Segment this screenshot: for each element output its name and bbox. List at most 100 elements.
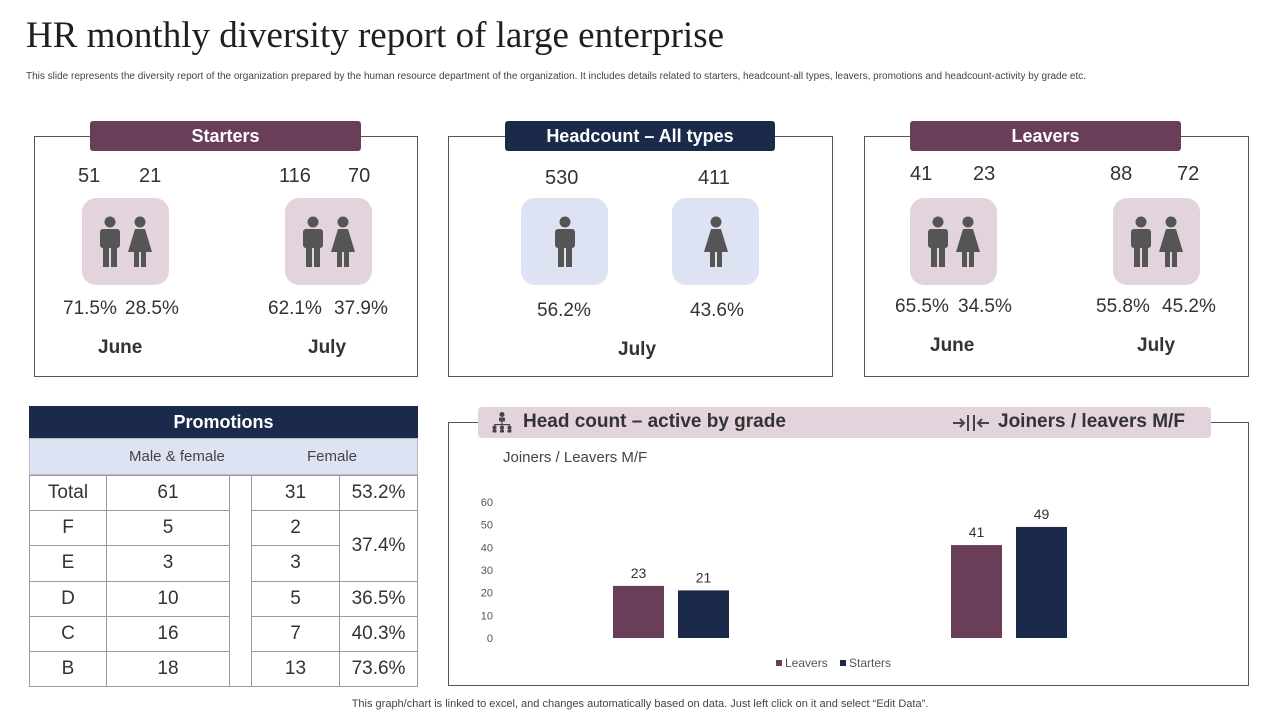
leavers-july-gender-icons xyxy=(1113,198,1200,285)
headcount-male-pct: 56.2% xyxy=(537,300,591,321)
legend-label-starters: Starters xyxy=(849,656,891,670)
page-title: HR monthly diversity report of large ent… xyxy=(26,15,725,56)
y-tick-label: 30 xyxy=(481,565,493,577)
leavers-july-male-pct: 55.8% xyxy=(1096,296,1150,317)
leavers-july-female-count: 72 xyxy=(1177,163,1200,185)
promo-female-cell: 13 xyxy=(251,651,340,688)
chart-header: Head count – active by grade Joiners / l… xyxy=(478,407,1211,438)
leavers-header: Leavers xyxy=(910,121,1181,151)
promo-grade-cell: D xyxy=(29,580,107,617)
male-icon xyxy=(928,216,948,267)
starters-june-male-count: 51 xyxy=(78,165,101,187)
starters-july-male-count: 116 xyxy=(279,165,311,187)
female-icon xyxy=(331,216,355,267)
promo-grade-cell: F xyxy=(29,510,107,547)
legend-swatch-starters xyxy=(840,660,846,666)
headcount-female-count: 411 xyxy=(698,167,730,189)
promo-pct-cell: 73.6% xyxy=(339,651,418,688)
chart-header-left-label: Head count – active by grade xyxy=(523,411,786,432)
starters-july-female-count: 70 xyxy=(348,165,371,187)
promo-grade-cell: B xyxy=(29,651,107,688)
headcount-male-count: 530 xyxy=(545,167,579,189)
y-tick-label: 10 xyxy=(481,610,493,622)
y-tick-label: 0 xyxy=(487,633,493,645)
collapse-arrows-icon xyxy=(953,415,989,431)
starters-july-gender-icons xyxy=(285,198,372,285)
headcount-female-icon-box xyxy=(672,198,759,285)
bar-data-label: 41 xyxy=(969,524,985,540)
bar-leavers[interactable] xyxy=(951,545,1002,638)
leavers-july-male-count: 88 xyxy=(1110,163,1133,185)
starters-june-gender-icons xyxy=(82,198,169,285)
legend-swatch-leavers xyxy=(776,660,782,666)
female-icon xyxy=(1159,216,1183,267)
promo-male-female-cell: 5 xyxy=(106,510,230,547)
bar-chart[interactable]: 0 10 20 30 40 50 60 23 41 21 49 Leavers Starters xyxy=(449,480,1248,680)
org-chart-icon xyxy=(492,412,512,433)
headcount-panel xyxy=(448,136,833,377)
headcount-female-pct: 43.6% xyxy=(690,300,744,321)
starters-june-female-count: 21 xyxy=(139,165,162,187)
female-icon xyxy=(128,216,152,267)
bar-leavers[interactable] xyxy=(613,585,664,638)
leavers-june-gender-icons xyxy=(910,198,997,285)
y-tick-label: 20 xyxy=(481,588,493,600)
promo-female-cell: 7 xyxy=(251,615,340,652)
bar-data-label: 21 xyxy=(696,569,712,585)
promo-spacer-cell xyxy=(229,475,252,688)
bar-starters[interactable] xyxy=(1016,526,1067,638)
promo-male-female-cell: 3 xyxy=(106,545,230,582)
promo-pct-cell: 40.3% xyxy=(339,615,418,652)
male-icon xyxy=(303,216,323,267)
promo-female-cell: 2 xyxy=(251,510,340,547)
starters-june-female-pct: 28.5% xyxy=(125,298,179,319)
promo-female-cell: 5 xyxy=(251,580,340,617)
leavers-june-male-pct: 65.5% xyxy=(895,296,949,317)
starters-june-male-pct: 71.5% xyxy=(63,298,117,319)
headcount-month-label: July xyxy=(618,339,657,360)
starters-july-male-pct: 62.1% xyxy=(268,298,322,319)
leavers-june-label: June xyxy=(930,335,975,356)
col-male-female: Male & female xyxy=(129,448,225,465)
chart-header-right-label: Joiners / leavers M/F xyxy=(998,411,1185,432)
bar-data-label: 23 xyxy=(631,565,647,581)
leavers-june-female-pct: 34.5% xyxy=(958,296,1012,317)
male-icon xyxy=(100,216,120,267)
female-icon xyxy=(956,216,980,267)
male-icon xyxy=(1131,216,1151,267)
y-tick-label: 50 xyxy=(481,520,493,532)
chart-panel xyxy=(448,422,1249,686)
headcount-male-icon-box xyxy=(521,198,608,285)
legend-label-leavers: Leavers xyxy=(785,656,828,670)
promo-female-cell: 31 xyxy=(251,475,340,512)
chart-caption: Joiners / Leavers M/F xyxy=(503,449,648,466)
promo-grade-cell: C xyxy=(29,615,107,652)
promo-female-cell: 3 xyxy=(251,545,340,582)
starters-july-label: July xyxy=(308,337,347,358)
starters-header: Starters xyxy=(90,121,361,151)
y-tick-label: 60 xyxy=(481,497,493,509)
promo-male-female-cell: 10 xyxy=(106,580,230,617)
bar-data-label: 49 xyxy=(1034,506,1050,522)
starters-july-female-pct: 37.9% xyxy=(334,298,388,319)
leavers-july-label: July xyxy=(1137,335,1176,356)
promo-grade-cell: E xyxy=(29,545,107,582)
page-subtitle: This slide represents the diversity repo… xyxy=(26,71,1087,82)
footnote: This graph/chart is linked to excel, and… xyxy=(351,698,929,710)
promo-grade-cell: Total xyxy=(29,475,107,512)
promo-male-female-cell: 16 xyxy=(106,615,230,652)
promotions-column-headers: Male & female Female xyxy=(29,438,418,475)
leavers-july-female-pct: 45.2% xyxy=(1162,296,1216,317)
promo-pct-cell: 36.5% xyxy=(339,580,418,617)
promotions-table: Promotions Male & female Female xyxy=(29,406,418,686)
promotions-header: Promotions xyxy=(29,406,418,438)
promo-pct-cell: 37.4% xyxy=(339,510,418,582)
starters-june-label: June xyxy=(98,337,143,358)
female-icon xyxy=(703,216,728,267)
male-icon xyxy=(554,216,575,267)
bar-starters[interactable] xyxy=(678,590,729,638)
y-tick-label: 40 xyxy=(481,542,493,554)
col-female: Female xyxy=(307,448,358,465)
leavers-june-female-count: 23 xyxy=(973,163,996,185)
promo-pct-cell: 53.2% xyxy=(339,475,418,512)
